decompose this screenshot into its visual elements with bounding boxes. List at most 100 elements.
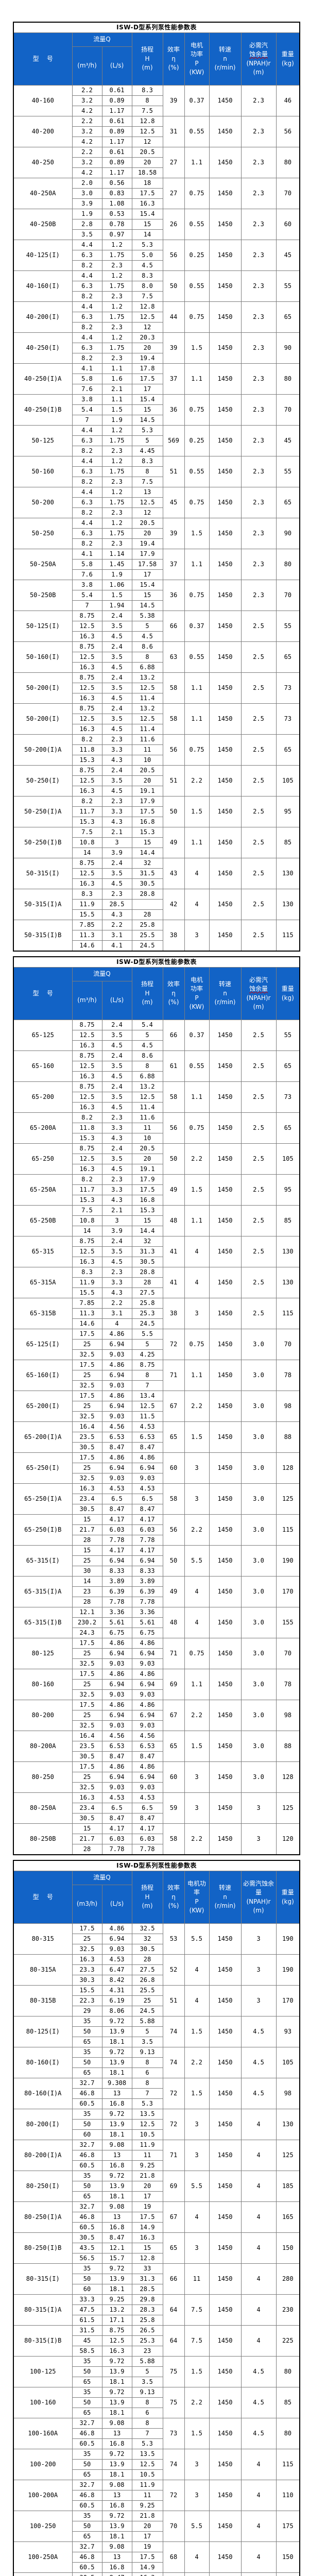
npsh-cell: 2.3: [241, 518, 277, 549]
power-cell: 4: [184, 1985, 210, 2016]
header-line: (m): [142, 998, 153, 1006]
flow-ls-cell: 13.9: [101, 2119, 132, 2130]
efficiency-cell: 37: [162, 363, 185, 395]
flow-m3h-cell: 4.2: [72, 137, 102, 147]
power-cell: 0.55: [184, 209, 210, 240]
head-cell: 28: [131, 909, 163, 920]
power-cell: 0.75: [184, 301, 210, 333]
flow-ls-cell: 3: [101, 837, 132, 848]
npsh-cell: 4: [241, 2201, 277, 2233]
flow-m3h-cell: 50: [72, 2274, 102, 2284]
flow-ls-cell: 13: [101, 2428, 132, 2439]
npsh-cell: 3.0: [241, 1731, 277, 1762]
flow-m3h-cell: 60.5: [72, 2500, 102, 2511]
flow-ls-cell: 0.89: [101, 95, 132, 106]
efficiency-cell: 53: [162, 1923, 185, 1955]
flow-ls-cell: 2.3: [101, 796, 132, 807]
npsh-cell: 2.5: [241, 672, 277, 704]
flow-m3h-cell: 46.8: [72, 2552, 102, 2563]
header-line: 转速: [218, 980, 231, 988]
head-cell: 8: [131, 1370, 163, 1381]
head-cell: 4.17: [131, 1545, 163, 1556]
table-row: 40-200(I) 4.4 1.2 12.8 44 0.75 1450 2.3 65: [13, 301, 300, 333]
head-cell: 15.3: [131, 1205, 163, 1216]
column-header-flow: 流量Q: [72, 967, 132, 981]
npsh-cell: 2.3: [241, 116, 277, 147]
head-cell: 30.5: [131, 1944, 163, 1955]
head-cell: 12.5: [131, 1401, 163, 1412]
flow-ls-cell: 9.03: [101, 1473, 132, 1484]
npsh-cell: 3.0: [241, 1576, 277, 1607]
table-row: 3.9 1.08 16.3: [13, 198, 300, 209]
flow-ls-cell: 1.17: [101, 167, 132, 178]
efficiency-cell: 51: [162, 456, 185, 487]
header-line: P: [195, 1897, 199, 1905]
flow-m3h-cell: 65: [72, 2191, 102, 2202]
model-cell: 40-160(I): [13, 270, 73, 302]
flow-ls-cell: 9.72: [101, 2109, 132, 2120]
efficiency-cell: 72: [162, 2480, 185, 2511]
head-cell: 6.94: [131, 1772, 163, 1783]
flow-ls-cell: 1.2: [101, 301, 132, 312]
model-cell: 40-250(I): [13, 332, 73, 364]
model-cell: 65-125(I): [13, 1329, 73, 1360]
weight-cell: 280: [276, 2263, 300, 2295]
flow-ls-cell: 1.08: [101, 198, 132, 209]
flow-ls-cell: 9.72: [101, 2171, 132, 2181]
flow-ls-cell: 8.75: [101, 2325, 132, 2336]
head-cell: 17.5: [131, 806, 163, 817]
efficiency-cell: 50: [162, 796, 185, 827]
head-cell: 4.86: [131, 1638, 163, 1649]
npsh-cell: 2.3: [241, 363, 277, 395]
model-cell: 50-125(I): [13, 611, 73, 642]
column-header-efficiency: 效率 η (%): [162, 32, 185, 86]
flow-m3h-cell: 50: [72, 2459, 102, 2470]
npsh-cell: 3.0: [241, 1545, 277, 1577]
npsh-cell: 4: [241, 2140, 277, 2171]
power-cell: 1.5: [184, 1174, 210, 1206]
flow-ls-cell: 0.78: [101, 219, 132, 230]
head-cell: 4.5: [131, 1040, 163, 1051]
head-cell: 5.88: [131, 2356, 163, 2367]
flow-ls-cell: 7.78: [101, 1535, 132, 1546]
table-row: 40-250(I)A 4.1 1.1 17.8 37 1.1 1450 2.3 80: [13, 363, 300, 395]
table-row: 80-200A 16.4 4.56 4.56 65 1.5 1450 3.0 88: [13, 1731, 300, 1762]
flow-ls-cell: 12.5: [101, 2335, 132, 2346]
model-cell: 80-160: [13, 1669, 73, 1700]
flow-m3h-cell: 17.5: [72, 1761, 102, 1772]
header-line: 扬程: [141, 980, 153, 988]
head-cell: 32: [131, 1236, 163, 1247]
head-cell: 32.5: [131, 1923, 163, 1934]
flow-ls-cell: 9.25: [101, 2294, 132, 2305]
head-cell: 27.5: [131, 1964, 163, 1975]
table-row: 50-200(I)A 8.2 2.3 11.6 56 0.75 1450 2.5 65: [13, 734, 300, 766]
head-cell: 8.0: [131, 281, 163, 292]
table-row: 65-125 8.75 2.4 5.4 66 0.37 1450 2.5 55: [13, 1020, 300, 1051]
table-row: 25 6.94 8: [13, 1370, 300, 1381]
table-row: 32.5 9.03 30.5: [13, 1944, 300, 1955]
flow-m3h-cell: 15.5: [72, 1985, 102, 1996]
table-row: 80-160(I) 35 9.72 9.13 74 2.2 1450 4.5 105: [13, 2047, 300, 2078]
npsh-cell: 3.0: [241, 1700, 277, 1731]
flow-ls-cell: 0.61: [101, 116, 132, 127]
flow-m3h-cell: 15.3: [72, 1133, 102, 1144]
head-cell: 15: [131, 219, 163, 230]
column-header-head: 扬程 H (m): [131, 967, 163, 1020]
flow-ls-cell: 6.5: [101, 1494, 132, 1504]
table-row: 15.3 4.3 16.8: [13, 1195, 300, 1206]
power-cell: 1.1: [184, 827, 210, 858]
table-row: 23.3 6.47 27.5: [13, 1964, 300, 1975]
table-row: 32.5 9.03 9.03: [13, 1689, 300, 1700]
flow-m3h-cell: 50: [72, 2521, 102, 2532]
table-row: 50-160(I) 8.75 2.4 8.6 63 0.55 1450 2.5 65: [13, 641, 300, 673]
head-cell: 6.53: [131, 1741, 163, 1752]
flow-m3h-cell: 31.5: [72, 2325, 102, 2336]
table-row: 12.5 3.5 12.5: [13, 683, 300, 693]
head-cell: 19.1: [131, 1164, 163, 1175]
flow-ls-cell: 4.5: [101, 1040, 132, 1051]
model-cell: 65-250B: [13, 1205, 73, 1236]
efficiency-cell: 39: [162, 332, 185, 364]
weight-cell: 80: [276, 2418, 300, 2449]
model-cell: 80-250B: [13, 1823, 73, 1855]
efficiency-cell: 65: [162, 2232, 185, 2264]
